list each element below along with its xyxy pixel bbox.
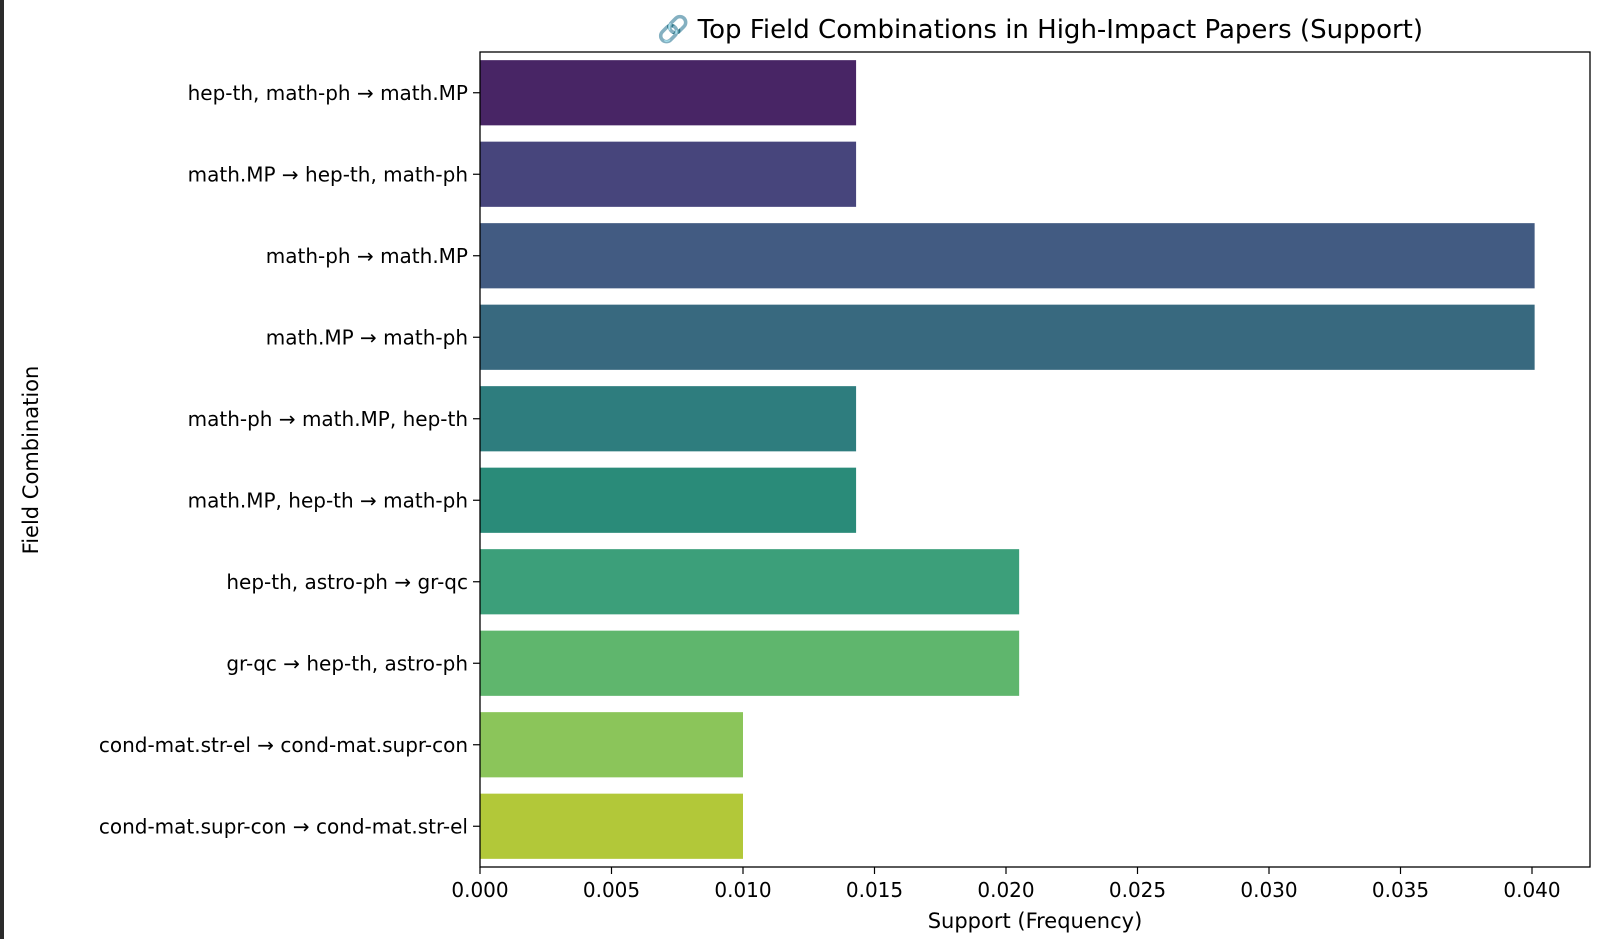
plot-area-border: [479, 51, 1591, 868]
y-tick-label: math-ph → math.MP, hep-th: [188, 407, 468, 431]
bar-5: [480, 467, 857, 533]
x-axis-ticks: 0.000 0.005 0.010 0.015 0.020 0.025 0.030 0.035…: [451, 867, 1561, 902]
bar-8: [480, 712, 743, 778]
y-tick-label: hep-th, math-ph → math.MP: [188, 81, 468, 105]
x-tick-label: 0.025: [1109, 878, 1166, 902]
y-tick-label: math.MP → hep-th, math-ph: [188, 162, 468, 186]
bars-group: [480, 60, 1535, 859]
bar-2: [480, 223, 1535, 289]
bar-4: [480, 386, 857, 452]
y-tick-label: math.MP, hep-th → math-ph: [188, 488, 468, 512]
y-axis-label: Field Combination: [19, 366, 43, 555]
bar-3: [480, 304, 1535, 370]
x-tick-label: 0.035: [1372, 878, 1429, 902]
x-tick-label: 0.030: [1240, 878, 1297, 902]
chart-frame: 🔗 Top Field Combinations in High-Impact …: [4, 0, 1600, 939]
x-tick-label: 0.040: [1503, 878, 1560, 902]
y-tick-label: hep-th, astro-ph → gr-qc: [226, 570, 468, 594]
bar-6: [480, 549, 1020, 615]
bar-7: [480, 630, 1020, 696]
y-tick-label: cond-mat.supr-con → cond-mat.str-el: [99, 814, 468, 838]
chart-title: 🔗 Top Field Combinations in High-Impact …: [657, 13, 1423, 45]
x-tick-label: 0.000: [451, 878, 508, 902]
bar-1: [480, 141, 857, 207]
x-axis-label: Support (Frequency): [928, 909, 1143, 933]
y-axis-ticks: hep-th, math-ph → math.MP math.MP → hep-t…: [99, 81, 480, 838]
bar-9: [480, 793, 743, 859]
bar-chart: 🔗 Top Field Combinations in High-Impact …: [19, 13, 1591, 933]
x-tick-label: 0.015: [846, 878, 903, 902]
y-tick-label: math.MP → math-ph: [266, 325, 468, 349]
y-tick-label: gr-qc → hep-th, astro-ph: [226, 651, 468, 675]
x-tick-label: 0.020: [977, 878, 1034, 902]
bar-0: [480, 60, 857, 126]
x-tick-label: 0.005: [583, 878, 640, 902]
y-tick-label: math-ph → math.MP: [266, 244, 468, 268]
y-tick-label: cond-mat.str-el → cond-mat.supr-con: [99, 733, 468, 757]
x-tick-label: 0.010: [714, 878, 771, 902]
